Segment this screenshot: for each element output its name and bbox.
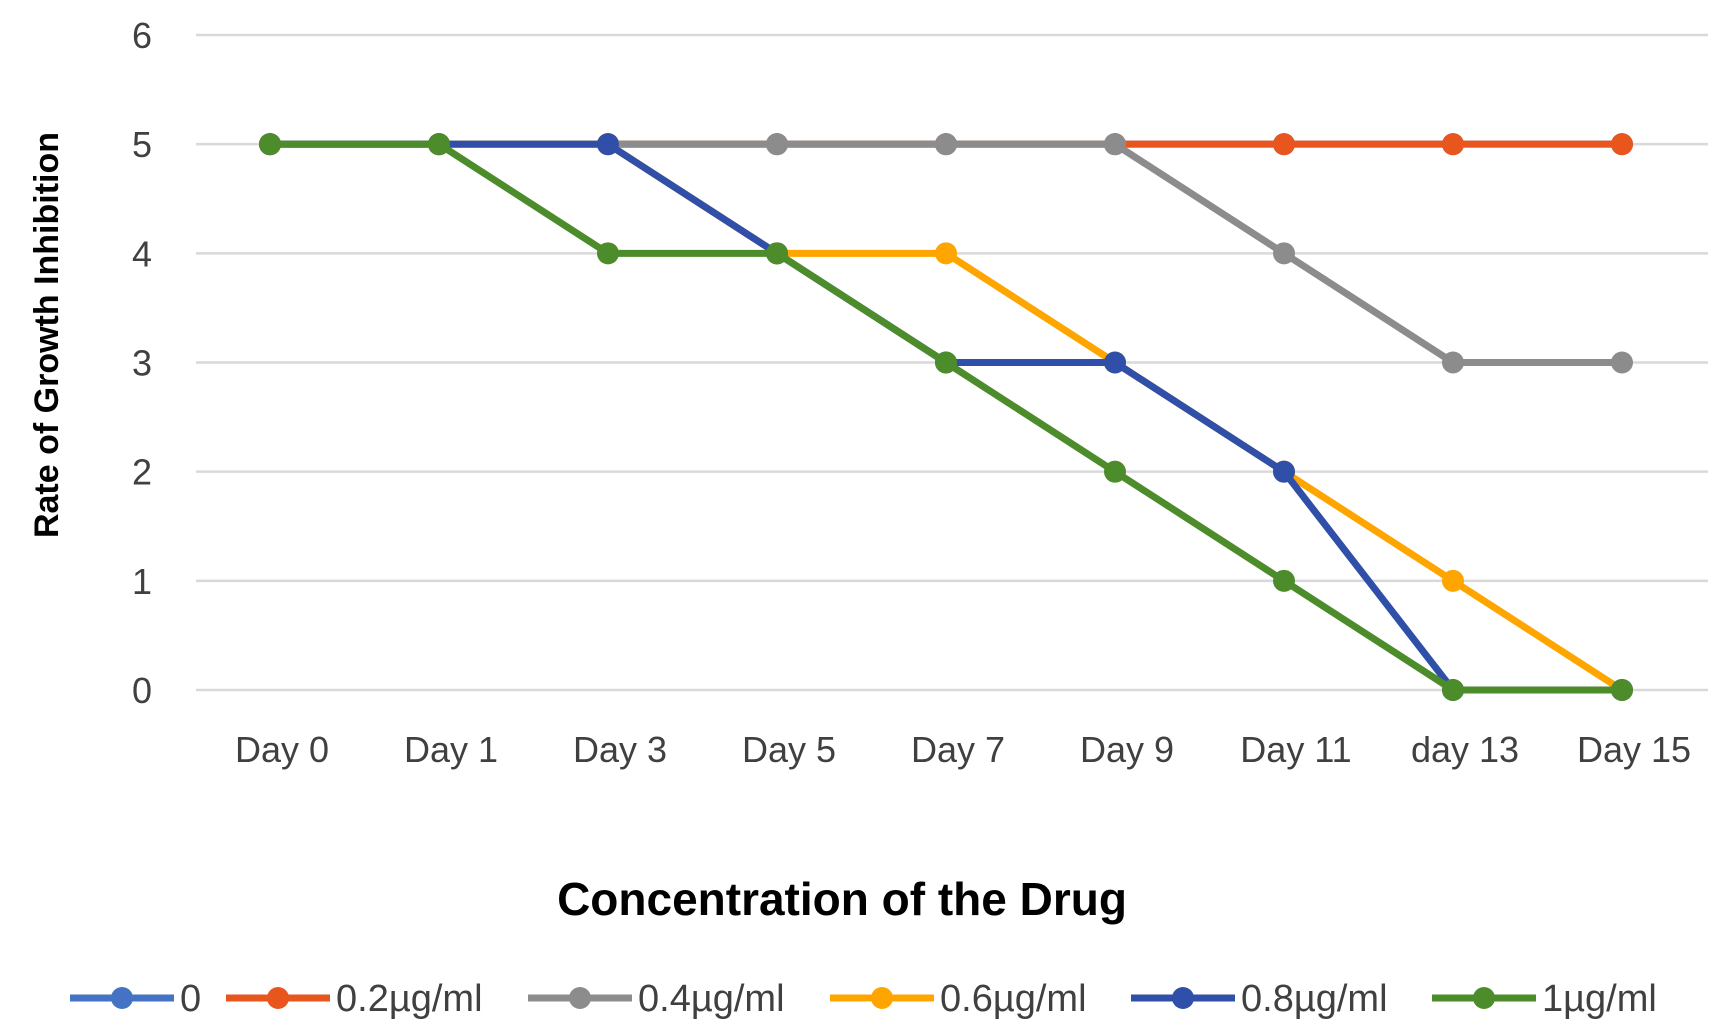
legend-label: 0.6µg/ml: [940, 978, 1087, 1020]
data-point: [766, 242, 788, 265]
x-tick-label: Day 0: [235, 729, 329, 770]
legend-label: 0.2µg/ml: [336, 978, 483, 1020]
data-point: [1273, 242, 1295, 265]
legend-label: 1µg/ml: [1542, 978, 1657, 1020]
data-point: [597, 133, 619, 156]
x-tick-label: day 13: [1411, 729, 1519, 770]
series-4: [259, 133, 1633, 701]
data-point: [1442, 569, 1464, 592]
legend-item: 0.2µg/ml: [226, 978, 483, 1020]
data-point: [766, 133, 788, 156]
x-tick-label: Day 7: [911, 729, 1005, 770]
legend-label: 0.4µg/ml: [638, 978, 785, 1020]
data-point: [1611, 133, 1633, 156]
data-point: [1273, 569, 1295, 592]
legend-marker: [267, 987, 289, 1009]
y-tick-label: 1: [132, 561, 152, 602]
y-tick-label: 6: [132, 15, 152, 56]
x-tick-label: Day 5: [742, 729, 836, 770]
legend-item: 0: [70, 978, 201, 1020]
series-line: [270, 140, 1624, 693]
legend-marker: [1172, 987, 1194, 1009]
series-line: [270, 140, 1622, 694]
y-tick-label: 2: [132, 452, 152, 493]
legend-marker: [569, 987, 591, 1009]
series-3: [259, 133, 1633, 701]
data-point: [1273, 460, 1295, 483]
series-5: [259, 133, 1633, 701]
x-tick-label: Day 1: [404, 729, 498, 770]
data-point: [1104, 460, 1126, 483]
series-lines: [259, 133, 1633, 701]
legend-item: 0.4µg/ml: [528, 978, 785, 1020]
data-point: [1104, 133, 1126, 156]
data-point: [1104, 351, 1126, 374]
series-line: [270, 140, 1622, 694]
data-point: [935, 242, 957, 265]
data-point: [428, 133, 450, 156]
legend-label: 0.8µg/ml: [1241, 978, 1388, 1020]
legend-item: 0.8µg/ml: [1131, 978, 1388, 1020]
legend-item: 1µg/ml: [1432, 978, 1657, 1020]
x-tick-label: Day 9: [1080, 729, 1174, 770]
data-point: [1611, 351, 1633, 374]
y-tick-label: 4: [132, 233, 152, 274]
y-axis-ticks: 0 1 2 3 4 5 6: [132, 15, 152, 711]
x-tick-label: Day 11: [1240, 729, 1351, 770]
y-tick-label: 3: [132, 343, 152, 384]
data-point: [935, 133, 957, 156]
x-axis-ticks: Day 0 Day 1 Day 3 Day 5 Day 7 Day 9 Day 11 day …: [235, 729, 1691, 770]
data-point: [1273, 133, 1295, 156]
data-point: [259, 133, 281, 156]
data-point: [935, 351, 957, 374]
y-axis-title: Rate of Growth Inhibition: [28, 132, 66, 538]
data-point: [1611, 679, 1633, 701]
x-tick-label: Day 3: [573, 729, 667, 770]
legend-item: 0.6µg/ml: [830, 978, 1087, 1020]
data-point: [1442, 133, 1464, 156]
data-point: [1442, 679, 1464, 701]
x-axis-title: Concentration of the Drug: [557, 873, 1127, 925]
legend: 0 0.2µg/ml 0.4µg/ml 0.6µg/ml 0.8µg/ml 1µg/ml: [70, 978, 1657, 1020]
legend-marker: [1473, 987, 1495, 1009]
legend-label: 0: [180, 978, 201, 1020]
y-tick-label: 5: [132, 124, 152, 165]
x-tick-label: Day 15: [1577, 729, 1691, 770]
legend-marker: [111, 987, 133, 1009]
legend-marker: [871, 987, 893, 1009]
data-point: [597, 242, 619, 265]
y-tick-label: 0: [132, 670, 152, 711]
data-point: [1442, 351, 1464, 374]
